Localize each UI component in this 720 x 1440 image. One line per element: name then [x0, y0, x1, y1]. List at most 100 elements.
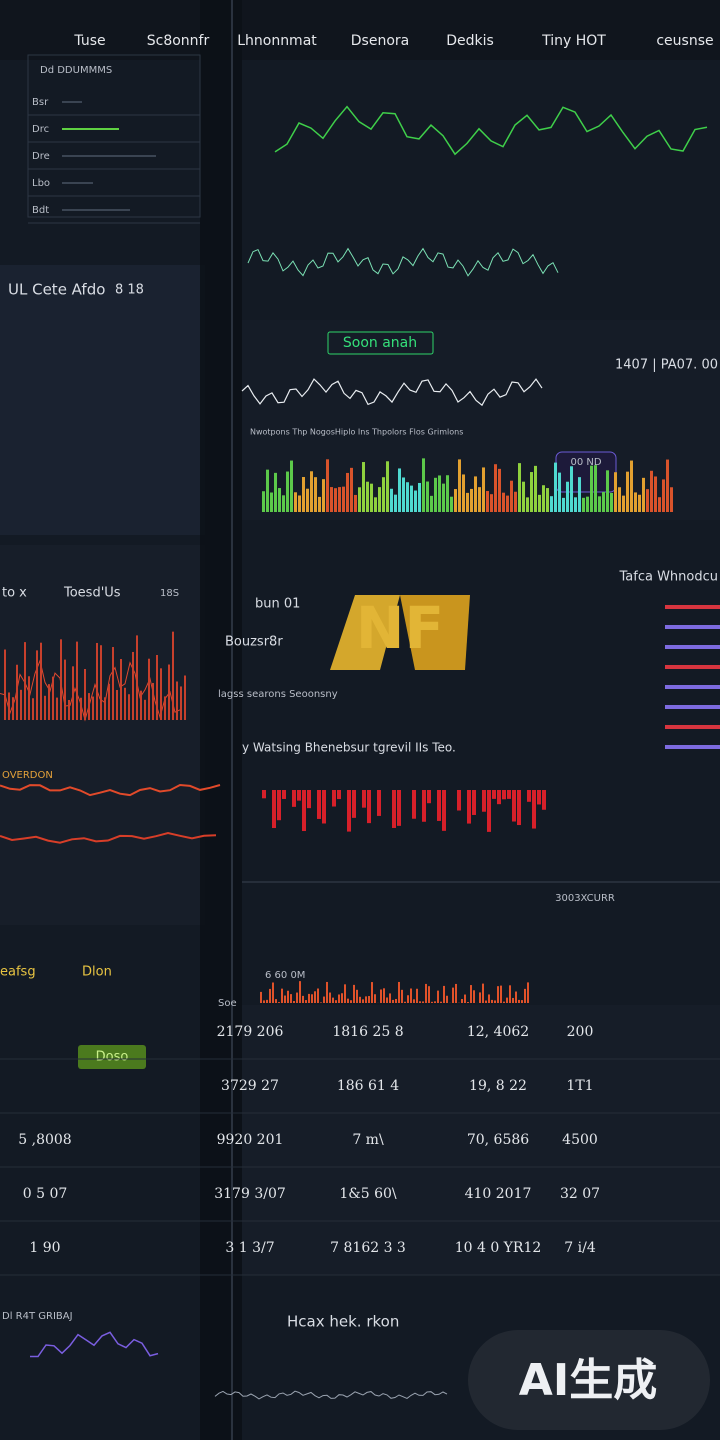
- decor-bar: [457, 790, 461, 811]
- button[interactable]: [78, 1045, 146, 1069]
- decor-bar: [455, 983, 457, 1003]
- decor-bar: [537, 790, 541, 805]
- decor-bar: [470, 488, 473, 512]
- decor-bar: [292, 790, 296, 807]
- footer-label: 3003XCURR: [555, 893, 615, 904]
- decor-bar: [318, 496, 321, 512]
- decor-bar: [317, 988, 319, 1003]
- nav-item[interactable]: Dsenora: [351, 33, 409, 49]
- headline: y Watsing Bhenebsur tgrevil IIs Teo.: [242, 741, 456, 755]
- decor-bar: [665, 665, 720, 669]
- decor-bar: [665, 705, 720, 709]
- decor-bar: [398, 981, 400, 1003]
- decor-bar: [314, 991, 316, 1003]
- decor-bar: [353, 984, 355, 1003]
- decor-bar: [272, 790, 276, 829]
- nav-item[interactable]: Tuse: [73, 33, 105, 49]
- decor-bar: [578, 477, 581, 512]
- decor-bar: [366, 481, 369, 512]
- decor-bar: [374, 497, 377, 512]
- panel-title: Hcax hek. rkon: [287, 1313, 399, 1331]
- panel-title: Tafca Whnodcu: [618, 570, 718, 585]
- decor-bar: [509, 985, 511, 1003]
- decor-candle: [20, 689, 22, 720]
- nav-item[interactable]: Sc8onnfr: [147, 33, 210, 49]
- decor-bar: [638, 494, 641, 512]
- decor-bar: [458, 459, 461, 512]
- panel-title: to x: [2, 586, 27, 601]
- decor-bar: [530, 472, 533, 512]
- decor-bar: [466, 492, 469, 512]
- decor-bar: [665, 685, 720, 689]
- decor-bar: [306, 488, 309, 512]
- decor-bar: [497, 986, 499, 1003]
- decor-bar: [490, 494, 493, 512]
- decor-bar: [485, 1000, 487, 1003]
- decor-candle: [176, 681, 178, 720]
- decor-bar: [546, 488, 549, 512]
- decor-bar: [311, 994, 313, 1003]
- table-cell: 32 07: [560, 1186, 600, 1202]
- decor-candle: [100, 645, 102, 720]
- decor-bar: [407, 995, 409, 1003]
- decor-line: [0, 783, 221, 797]
- nav-item[interactable]: ceusnse: [656, 33, 713, 49]
- table-title: Dd DDUMMMS: [40, 65, 112, 76]
- decor-bar: [550, 496, 553, 512]
- decor-bar: [293, 1000, 295, 1003]
- decor-bar: [662, 479, 665, 512]
- decor-bar: [368, 996, 370, 1003]
- decor-bar: [287, 990, 289, 1003]
- decor-candle: [148, 658, 150, 720]
- decor-bar: [665, 725, 720, 729]
- decor-candle: [112, 647, 114, 720]
- decor-bar: [266, 999, 268, 1003]
- decor-bar: [382, 477, 385, 512]
- row-label: Drc: [32, 124, 49, 135]
- decor-bar: [326, 981, 328, 1003]
- nav-item[interactable]: Dedkis: [446, 33, 494, 49]
- decor-candle: [84, 668, 86, 720]
- decor-bar: [527, 982, 529, 1003]
- decor-bar: [362, 999, 364, 1003]
- panel: [0, 265, 205, 535]
- decor-bar: [434, 1001, 436, 1003]
- decor-bar: [642, 477, 645, 512]
- nav-item[interactable]: Tiny HOT: [541, 33, 606, 49]
- decor-bar: [446, 995, 448, 1003]
- decor-bar: [440, 1001, 442, 1003]
- decor-bar: [320, 1002, 322, 1003]
- decor-bar: [350, 1000, 352, 1003]
- decor-candle: [76, 641, 78, 720]
- panel-title: UL Cete Afdo: [8, 281, 105, 299]
- decor-bar: [510, 480, 513, 512]
- decor-bar: [491, 999, 493, 1003]
- decor-bar: [395, 998, 397, 1003]
- table-cell: 1816 25 8: [332, 1024, 403, 1040]
- watermark-pill: [468, 1330, 710, 1430]
- decor-bar: [425, 983, 427, 1003]
- decor-bar: [344, 984, 346, 1003]
- table-cell: 5 ,8008: [18, 1132, 71, 1148]
- decor-bar: [646, 489, 649, 512]
- decor-bar: [594, 465, 597, 512]
- decor-bar: [462, 474, 465, 512]
- decor-bar: [367, 790, 371, 824]
- decor-bar: [282, 495, 285, 512]
- decor-bar: [437, 790, 441, 821]
- decor-bar: [442, 483, 445, 512]
- button-label[interactable]: Doso: [96, 1050, 129, 1065]
- nav-item[interactable]: Lhnonnmat: [237, 33, 317, 49]
- decor-bar: [302, 995, 304, 1003]
- decor-candle: [68, 699, 70, 720]
- decor-bar: [518, 463, 521, 512]
- decor-bar: [308, 993, 310, 1003]
- panel-subtitle: Toesd'Us: [63, 586, 121, 601]
- tag: OVERDON: [2, 770, 53, 781]
- decor-bar: [297, 790, 301, 801]
- decor-bar: [512, 997, 514, 1003]
- decor-bar: [482, 790, 486, 812]
- decor-candle: [104, 697, 106, 720]
- row-label: Lbo: [32, 178, 50, 189]
- decor-bar: [506, 997, 508, 1003]
